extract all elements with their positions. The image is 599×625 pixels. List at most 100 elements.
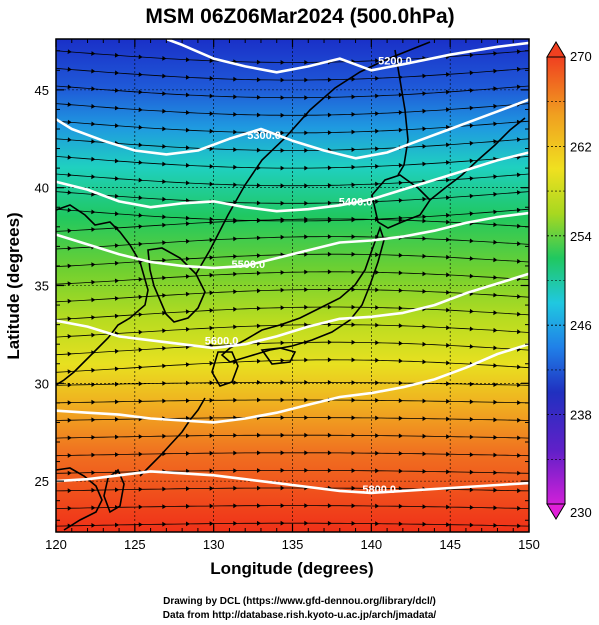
vector-arrow	[138, 522, 143, 527]
vector-arrow	[351, 304, 356, 310]
vector-arrow	[256, 253, 261, 258]
vector-arrow	[280, 432, 285, 438]
vector-arrow	[398, 270, 403, 276]
vector-arrow	[304, 234, 309, 240]
colorbar-tick-label: 254	[570, 229, 592, 244]
colorbar-tick-label: 246	[570, 318, 592, 333]
vector-arrow	[209, 503, 214, 509]
credit-drawing: Drawing by DCL (https://www.gfd-dennou.o…	[163, 596, 436, 607]
vector-arrow	[162, 240, 167, 246]
contour-line-5500	[56, 211, 529, 270]
vector-arrow	[493, 191, 498, 197]
vector-arrow	[422, 196, 427, 202]
vector-arrow	[304, 130, 309, 136]
vector-arrow	[493, 487, 498, 493]
vector-arrow	[233, 324, 238, 330]
vector-arrow	[280, 130, 285, 136]
vector-arrow	[138, 160, 143, 165]
vector-arrow	[517, 294, 522, 299]
vector-arrow	[162, 257, 167, 263]
vector-arrow	[209, 146, 214, 152]
vector-arrow	[446, 522, 451, 527]
vector-arrow	[185, 291, 190, 297]
vector-arrow	[185, 127, 190, 133]
vector-arrow	[67, 66, 72, 72]
vector-arrow	[327, 520, 332, 526]
vector-arrow	[304, 95, 309, 101]
vector-arrow	[280, 165, 285, 171]
vector-arrow	[446, 325, 451, 331]
vector-arrow	[469, 522, 474, 528]
vector-arrow	[256, 59, 261, 65]
vector-arrow	[351, 521, 356, 526]
vector-arrow	[327, 468, 332, 473]
vector-arrow	[280, 218, 285, 224]
vector-arrow	[422, 341, 427, 347]
vector-arrow	[138, 329, 143, 335]
vector-arrow	[446, 89, 451, 95]
vector-arrow	[209, 164, 214, 169]
vector-arrow	[493, 363, 498, 368]
vector-arrow	[304, 304, 309, 310]
vector-arrow	[422, 214, 427, 220]
vector-arrow	[493, 345, 498, 351]
vector-arrow	[114, 158, 120, 164]
vector-arrow	[327, 304, 332, 310]
vector-arrow	[493, 222, 498, 227]
vector-arrow	[469, 70, 474, 76]
vector-arrow	[233, 433, 238, 438]
vector-arrow	[351, 322, 356, 328]
vector-arrow	[446, 342, 451, 348]
vector-arrow	[138, 72, 143, 77]
vector-arrow	[517, 258, 522, 264]
vector-arrow	[209, 75, 214, 81]
x-axis-ticks: 120 125 130 135 140 145 150	[45, 39, 540, 552]
vector-arrow	[115, 522, 120, 528]
vector-arrow	[446, 254, 451, 260]
vector-arrow	[446, 504, 451, 510]
vector-arrow	[375, 252, 380, 258]
vector-arrow	[162, 275, 167, 281]
vector-arrow	[91, 367, 96, 373]
vector-arrow	[209, 360, 214, 366]
vector-arrow	[280, 148, 285, 153]
x-tick-label: 140	[360, 537, 382, 552]
vector-arrow	[280, 340, 285, 346]
vector-arrow	[67, 298, 72, 304]
vector-arrow	[138, 312, 143, 317]
vector-arrow	[185, 92, 190, 98]
vector-arrow	[67, 207, 72, 213]
vector-arrow	[327, 165, 332, 171]
vector-arrow	[138, 124, 143, 130]
vector-arrow	[398, 503, 403, 509]
vector-arrow	[469, 434, 474, 440]
vector-arrow	[209, 237, 214, 243]
vector-arrow	[304, 415, 309, 420]
vector-arrow	[115, 434, 120, 440]
vector-arrow	[138, 487, 143, 492]
vector-arrow	[280, 520, 285, 526]
vector-arrow	[422, 398, 427, 404]
vector-arrow	[398, 215, 403, 221]
vector-arrow	[375, 450, 380, 456]
vector-arrow	[256, 235, 261, 241]
vector-arrow	[398, 305, 403, 311]
vector-arrow	[256, 147, 261, 153]
vector-arrow	[375, 164, 380, 169]
vector-arrow	[233, 147, 238, 152]
vector-arrow	[162, 214, 167, 220]
vector-arrow	[91, 487, 96, 493]
contour-label: 5500.0	[232, 259, 266, 271]
vector-arrow	[114, 348, 120, 354]
vector-arrow	[280, 183, 285, 189]
vector-arrow	[209, 290, 214, 296]
vector-arrow	[469, 256, 474, 261]
vector-arrow	[256, 323, 261, 329]
vector-arrow	[91, 174, 96, 180]
vector-arrow	[327, 339, 332, 345]
x-axis-title: Longitude (degrees)	[210, 559, 373, 578]
vector-arrow	[256, 358, 261, 364]
vector-arrow	[398, 415, 403, 421]
vector-arrow	[233, 76, 238, 82]
vector-arrow	[256, 95, 261, 100]
